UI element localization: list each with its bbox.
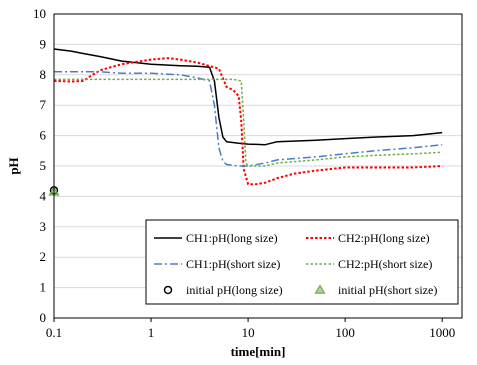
legend-label: CH2:pH(long size) xyxy=(338,231,430,245)
y-tick-label: 9 xyxy=(40,36,47,51)
x-axis-title: time[min] xyxy=(231,344,286,359)
y-tick-label: 0 xyxy=(40,310,47,325)
legend-label: initial pH(short size) xyxy=(338,283,437,297)
series-line-3 xyxy=(54,72,442,166)
y-ticks: 0 1 2 3 4 5 6 7 8 9 10 xyxy=(33,6,47,325)
series-line-4 xyxy=(54,79,442,166)
y-tick-label: 10 xyxy=(33,6,46,21)
legend-label: CH1:pH(long size) xyxy=(186,231,278,245)
legend-label: initial pH(long size) xyxy=(186,283,283,297)
x-tick-label: 100 xyxy=(335,325,355,340)
x-tick-label: 1 xyxy=(148,325,155,340)
legend-label: CH2:pH(short size) xyxy=(338,257,432,271)
y-tick-label: 3 xyxy=(40,219,47,234)
x-tick-label: 1000 xyxy=(429,325,455,340)
y-tick-label: 6 xyxy=(40,128,47,143)
series-line-2 xyxy=(54,58,442,184)
y-tick-label: 7 xyxy=(40,97,47,112)
legend-label: CH1:pH(short size) xyxy=(186,257,280,271)
legend: CH1:pH(long size) CH2:pH(long size) CH1:pH… xyxy=(146,220,458,304)
x-ticks: 0.1 1 10 100 1000 xyxy=(46,318,455,340)
x-tick-label: 0.1 xyxy=(46,325,62,340)
y-tick-label: 5 xyxy=(40,158,47,173)
y-tick-label: 2 xyxy=(40,249,47,264)
x-tick-label: 10 xyxy=(242,325,255,340)
series-line-1 xyxy=(54,49,442,145)
y-tick-label: 4 xyxy=(40,188,47,203)
y-axis-title: pH xyxy=(6,157,21,174)
y-tick-label: 8 xyxy=(40,67,47,82)
y-tick-label: 1 xyxy=(40,280,47,295)
series-lines xyxy=(54,49,442,184)
